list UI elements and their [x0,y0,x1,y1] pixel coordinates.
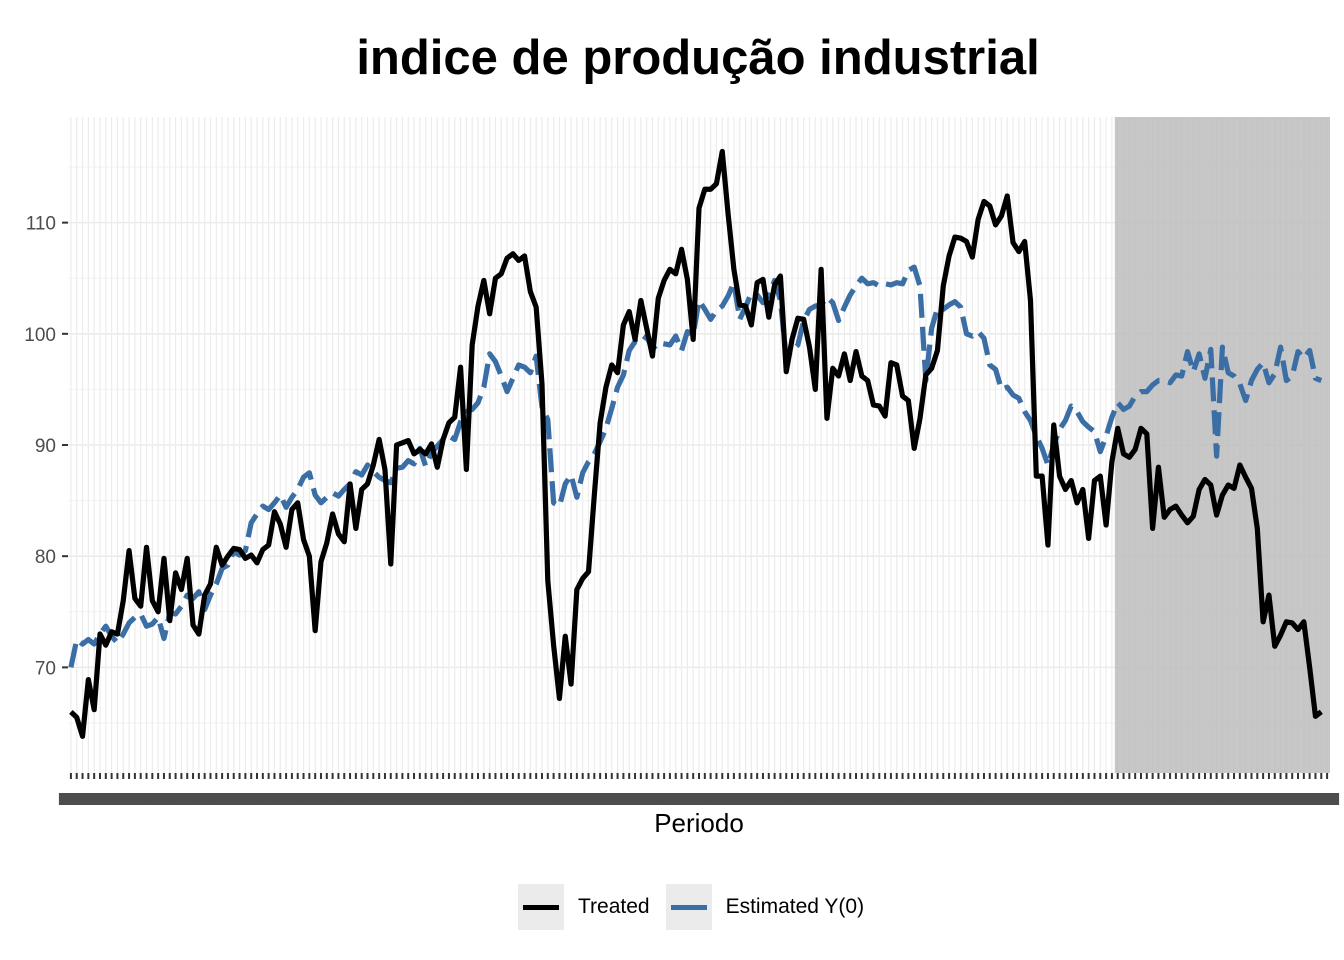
x-axis-tick-labels [58,793,1340,805]
legend-label-treated: Treated [578,895,650,918]
legend-item-treated: Treated [518,884,650,930]
treatment-period-shade [1114,117,1330,773]
legend-key-treated [518,884,564,930]
y-tick-label: 100 [24,325,56,346]
y-tick-label: 90 [35,436,56,457]
legend-label-estimated: Estimated Y(0) [725,895,865,918]
y-axis: 70 80 90 100 110 [24,214,68,679]
y-tick-label: 110 [26,214,56,235]
legend: Treated Estimated Y(0) [518,884,880,930]
y-tick-label: 70 [35,658,56,679]
y-tick-label: 80 [35,547,56,568]
x-axis-ticks [69,773,1329,779]
legend-key-estimated [665,884,712,930]
chart-title: indice de produção industrial [356,31,1040,85]
x-tick-label [1315,793,1340,805]
series-line-treated [69,148,1323,739]
legend-item-estimated: Estimated Y(0) [665,884,865,930]
x-axis-label: Periodo [654,808,744,838]
series-lines [68,148,1323,739]
